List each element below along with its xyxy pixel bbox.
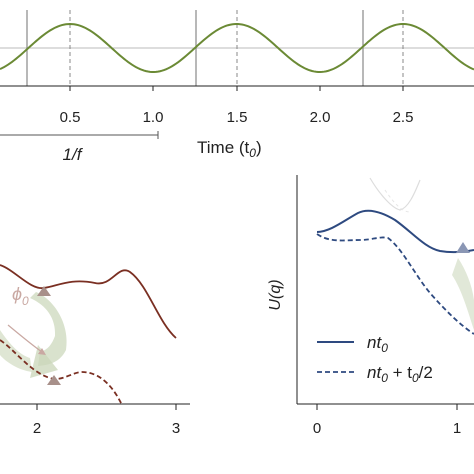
potential-curve-solid [0,264,177,339]
phase-arrow-head [30,345,58,378]
phi-label: ϕ0 [12,284,29,308]
tick-label: 2 [33,420,41,437]
tick-label: 2.0 [310,109,331,126]
tick-label: 1.5 [227,109,248,126]
legend-solid-label: nt0 [367,333,388,355]
period-label: 1/f [63,145,84,164]
particle-marker [456,242,470,253]
tick-label: 0 [313,420,321,437]
tick-label: 1.0 [143,109,164,126]
y-axis-label: U(q) [267,279,284,310]
potential-curve-solid [316,209,474,254]
particle-marker [47,375,61,385]
potential-curve-dashed [0,339,123,406]
legend-dashed-label: nt0 + t0/2 [367,363,433,385]
time-axis-label: Time (t0) [197,138,262,160]
phase-arrow-band [452,258,474,330]
tick-label: 2.5 [393,109,414,126]
phase-arrow-tail [0,330,32,372]
faint-curve-dashed [384,189,411,213]
faint-curve [369,177,421,211]
phi-arrow [7,324,43,353]
sine-wave [0,22,474,74]
phase-arrow-band [30,292,67,366]
top-ticks [69,86,404,91]
tick-label: 3 [172,420,180,437]
particle-marker [37,286,51,296]
phi-arrow-head [38,348,46,355]
potential-curve-dashed [316,233,474,335]
tick-label: 1 [453,420,461,437]
right-panel: U(q) 0 1 nt0 nt0 + t0/2 [267,175,474,437]
left-panel: ϕ0 2 3 [0,264,190,437]
top-panel: 0.5 1.0 1.5 2.0 2.5 1/f Time (t0) [0,10,474,164]
tick-label: 0.5 [60,109,81,126]
